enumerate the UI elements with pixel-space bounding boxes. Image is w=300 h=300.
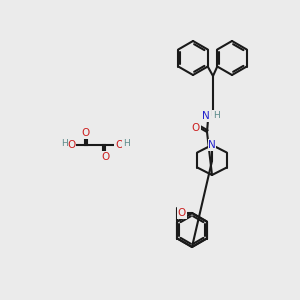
Text: O: O (192, 123, 200, 133)
Text: H: H (213, 110, 219, 119)
Text: N: N (208, 140, 216, 150)
Text: H: H (61, 140, 68, 148)
Text: O: O (115, 140, 123, 150)
Text: O: O (67, 140, 75, 150)
Text: N: N (202, 111, 210, 121)
Text: O: O (101, 152, 109, 162)
Text: O: O (81, 128, 89, 138)
Text: H: H (123, 140, 129, 148)
Text: O: O (178, 208, 186, 218)
